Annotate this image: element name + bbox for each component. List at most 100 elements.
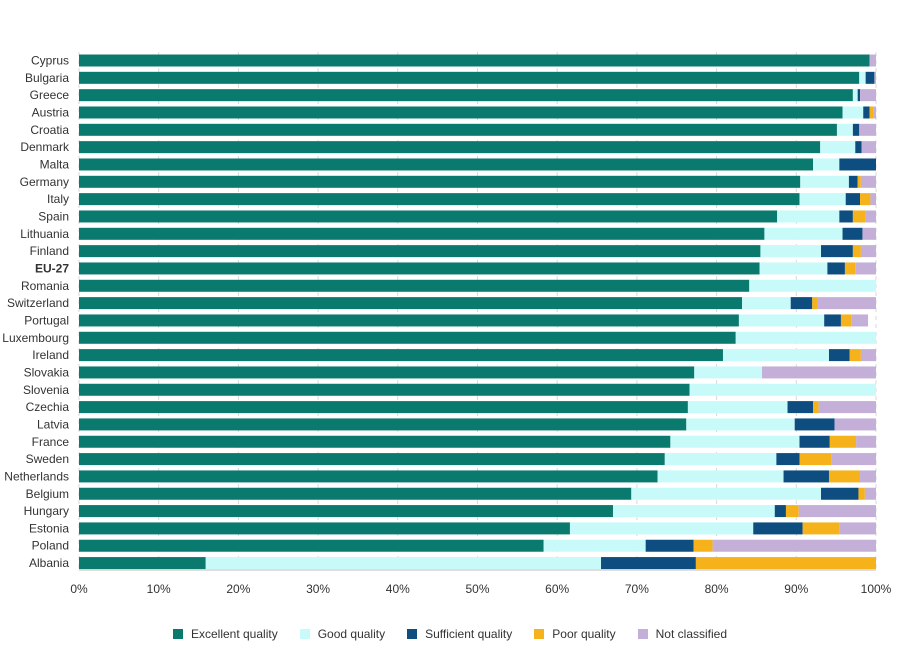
x-axis-tick-labels: 0% 10% 20% 30% 40% 50% 60% 70% 80% 90% 100% xyxy=(70,582,891,596)
bar-segment xyxy=(687,401,788,414)
category-labels: Cyprus Bulgaria Greece Austria Croatia Denmar… xyxy=(2,54,70,571)
bar-segment xyxy=(777,210,840,223)
bar-segment xyxy=(760,245,822,258)
bar-segment xyxy=(79,349,723,362)
bar-segment xyxy=(693,539,713,552)
legend: Excellent quality Good quality Sufficient … xyxy=(0,624,900,644)
bar-segment xyxy=(860,89,876,102)
bar-segment xyxy=(813,401,819,414)
bar-segment xyxy=(869,106,874,119)
bar-segment xyxy=(860,175,876,188)
bar-segment xyxy=(774,505,786,518)
bar-segment xyxy=(852,210,866,223)
bar-segment xyxy=(79,522,570,535)
category-label: Greece xyxy=(30,88,70,102)
bar-segment xyxy=(859,71,866,84)
bar-segment xyxy=(735,331,876,344)
category-label: Belgium xyxy=(26,487,69,501)
bar-segment xyxy=(79,158,814,171)
legend-label: Sufficient quality xyxy=(425,627,513,641)
bar-segment xyxy=(79,262,760,275)
bar-segment xyxy=(79,505,613,518)
bar-segment xyxy=(764,227,843,240)
category-label: Luxembourg xyxy=(2,331,69,345)
bar-segment xyxy=(79,54,870,67)
bar-segment xyxy=(601,557,696,570)
category-label: Czechia xyxy=(26,400,70,414)
bar-segment xyxy=(790,297,813,310)
grid-lines xyxy=(78,52,877,571)
bar-segment xyxy=(842,227,863,240)
bar-segment xyxy=(844,262,856,275)
bar-segment xyxy=(79,71,860,84)
bar-segment xyxy=(839,210,853,223)
bar-segment xyxy=(753,522,803,535)
bar-segment xyxy=(79,123,837,136)
category-label: Albania xyxy=(29,556,69,570)
bar-segment xyxy=(79,401,688,414)
bar-segment xyxy=(859,123,876,136)
bar-segment xyxy=(842,106,864,119)
bar-segment xyxy=(543,539,646,552)
bar-segment xyxy=(836,123,853,136)
bar-segment xyxy=(79,106,843,119)
bar-segment xyxy=(851,314,869,327)
legend-label: Not classified xyxy=(655,627,728,641)
category-label: Poland xyxy=(32,539,69,553)
bar-segment xyxy=(742,297,791,310)
legend-swatch xyxy=(172,629,183,639)
bar-segment xyxy=(694,366,763,379)
bar-segment xyxy=(799,453,832,466)
legend-swatch xyxy=(637,629,648,639)
bar-segment xyxy=(800,175,849,188)
bar-segment xyxy=(828,470,861,483)
bar-segment xyxy=(79,210,778,223)
bar-segment xyxy=(821,487,859,500)
bar-segment xyxy=(855,141,862,154)
category-label: Malta xyxy=(40,157,70,171)
bar-segment xyxy=(722,349,829,362)
x-tick-label: 20% xyxy=(226,582,250,596)
category-label: Netherlands xyxy=(4,469,69,483)
x-tick-label: 80% xyxy=(705,582,729,596)
category-label: Sweden xyxy=(26,452,69,466)
bar-segment xyxy=(79,539,544,552)
bar-segment xyxy=(79,331,736,344)
bar-segment xyxy=(79,383,690,396)
x-tick-label: 90% xyxy=(784,582,808,596)
bar-segment xyxy=(79,141,821,154)
bar-segment xyxy=(79,557,206,570)
bar-segment xyxy=(794,418,835,431)
category-label: Spain xyxy=(38,209,69,223)
bar-segment xyxy=(79,487,632,500)
category-label: Romania xyxy=(21,279,69,293)
x-tick-label: 60% xyxy=(545,582,569,596)
legend-label: Good quality xyxy=(317,627,386,641)
bar-segment xyxy=(852,123,860,136)
x-tick-label: 30% xyxy=(306,582,330,596)
bar-segment xyxy=(852,89,858,102)
bar-segment xyxy=(686,418,795,431)
x-tick-label: 40% xyxy=(386,582,410,596)
bar-segment xyxy=(813,158,840,171)
legend-swatch xyxy=(534,629,545,639)
bar-segment xyxy=(631,487,822,500)
bar-segment xyxy=(79,366,695,379)
legend-item: Good quality xyxy=(299,627,386,641)
bar-segment xyxy=(862,227,876,240)
bar-segment xyxy=(79,227,765,240)
bar-segment xyxy=(860,470,876,483)
bar-segment xyxy=(79,470,658,483)
bar-segment xyxy=(783,470,829,483)
bar-segment xyxy=(865,71,875,84)
bars xyxy=(79,54,876,570)
bar-segment xyxy=(79,279,750,292)
category-label: Cyprus xyxy=(31,54,69,68)
bar-segment xyxy=(657,470,784,483)
legend-item: Sufficient quality xyxy=(407,627,512,641)
bar-segment xyxy=(821,245,853,258)
bar-segment xyxy=(787,401,814,414)
bar-segment xyxy=(79,418,687,431)
legend-item: Poor quality xyxy=(534,627,616,641)
bar-segment xyxy=(79,297,743,310)
